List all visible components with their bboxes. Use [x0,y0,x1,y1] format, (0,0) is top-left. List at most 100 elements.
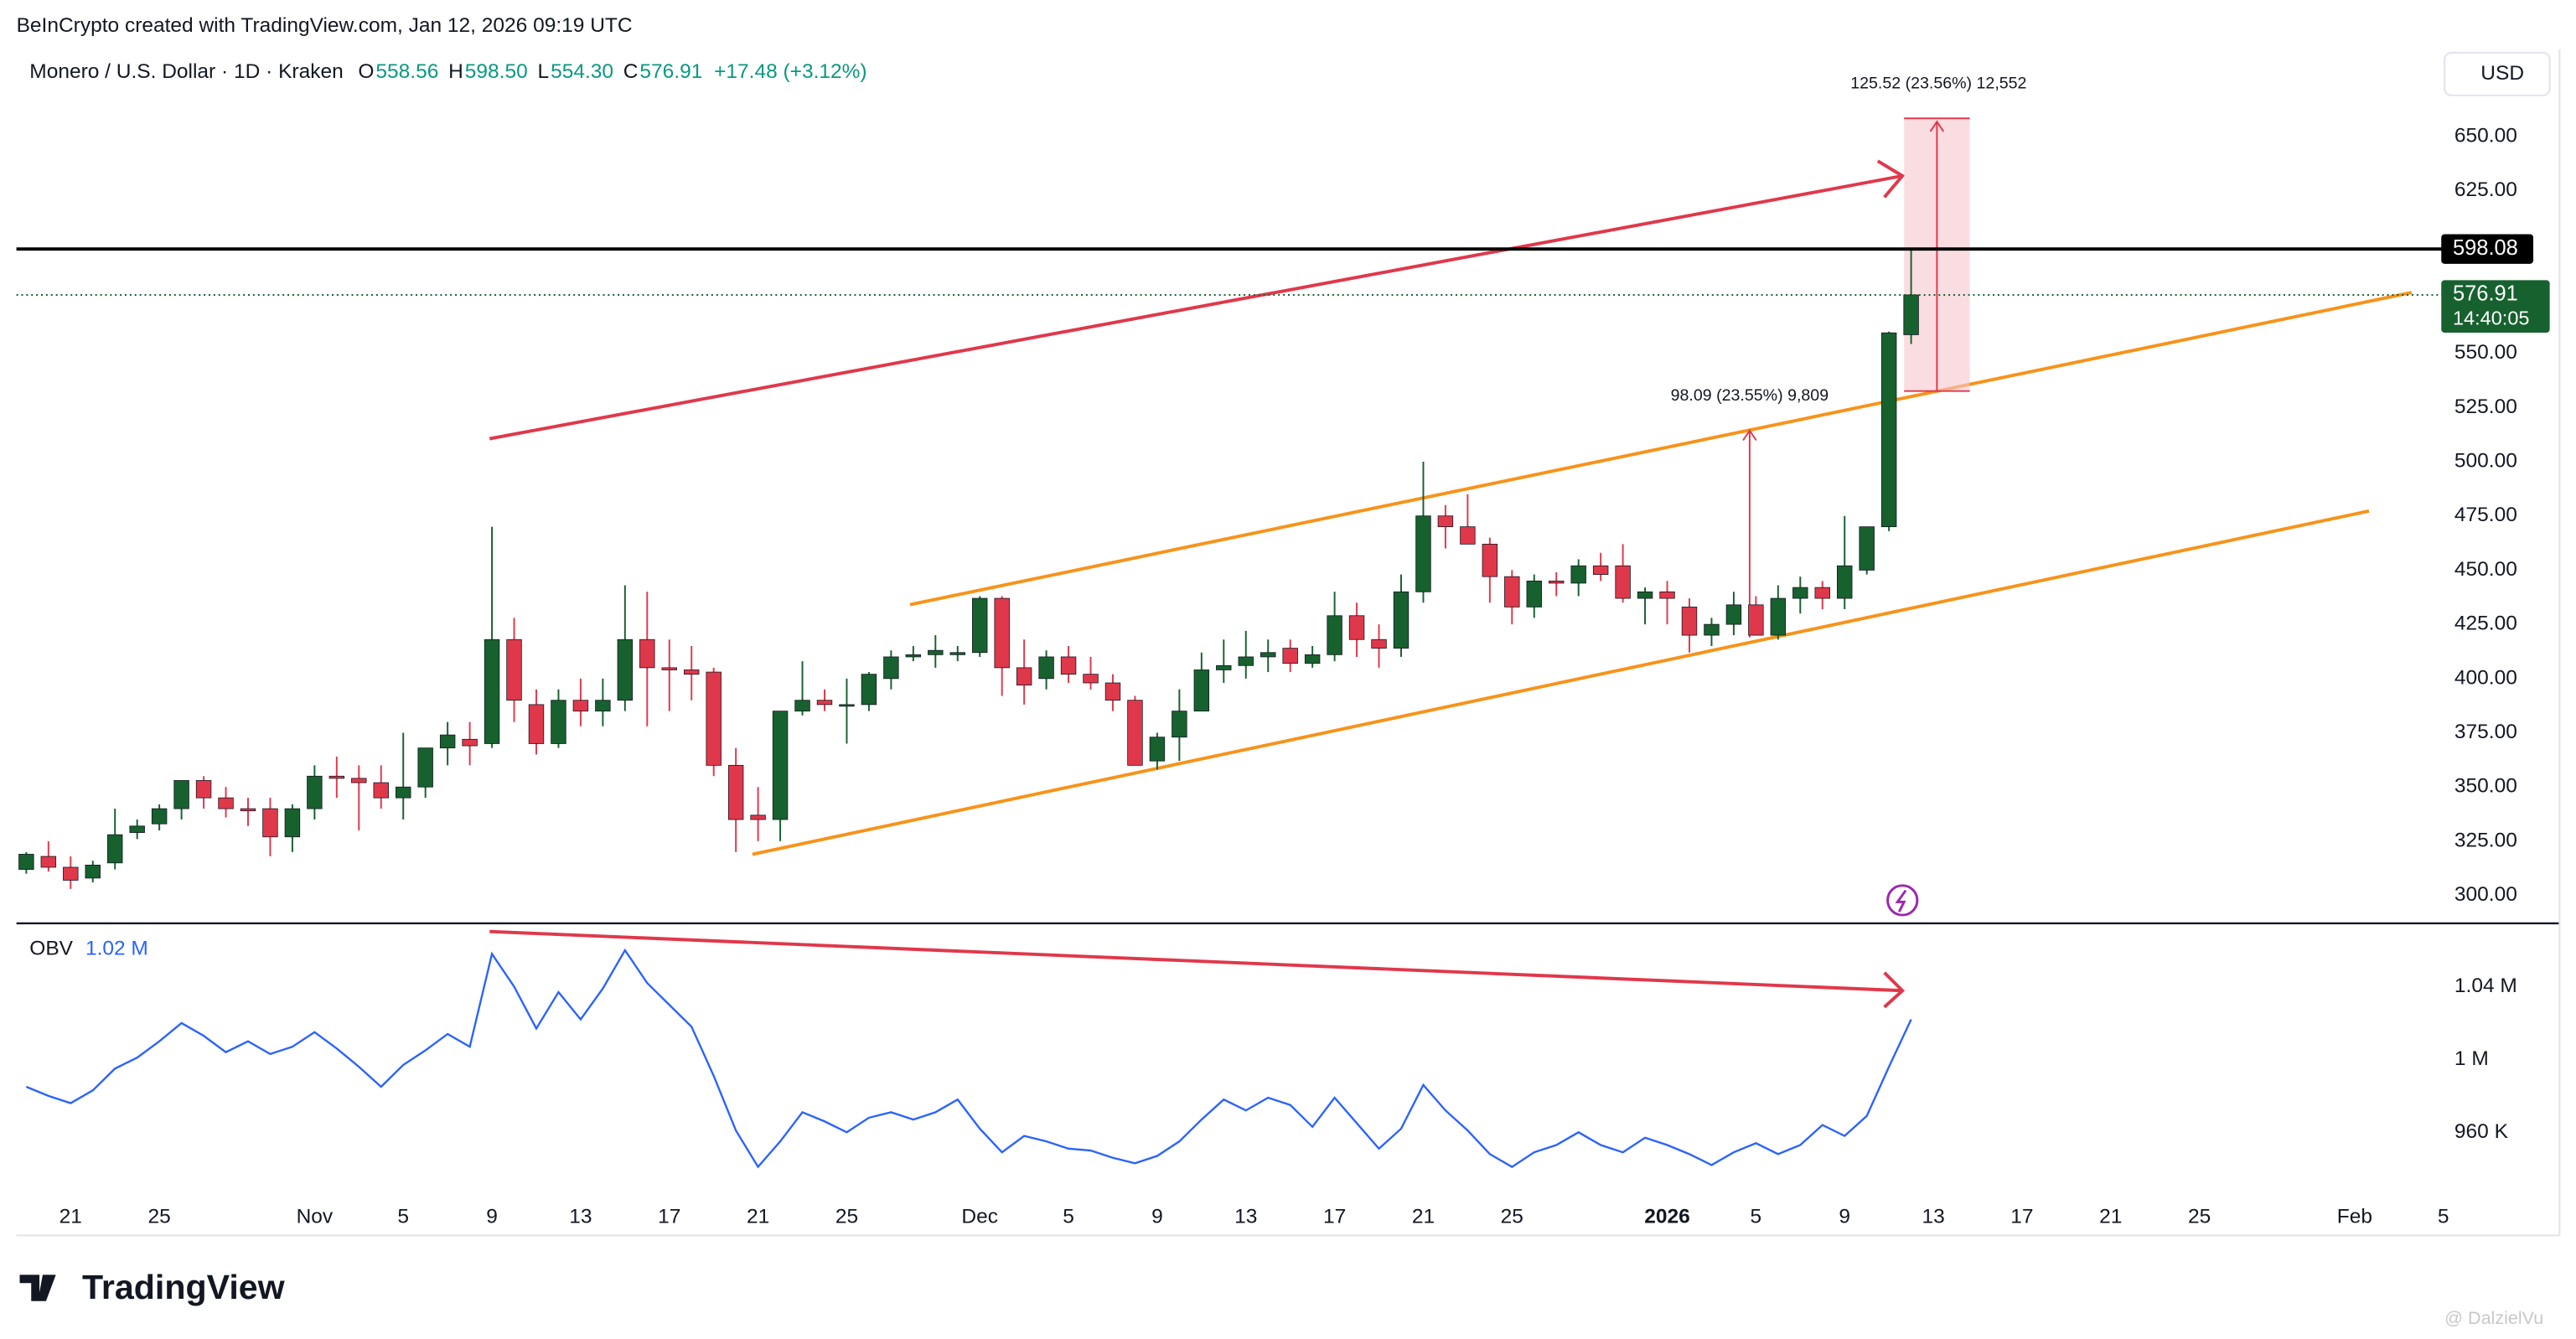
price-label: 598.08 [2453,236,2518,260]
candle-body [129,825,145,833]
candle-body [994,597,1010,669]
candle-body [1903,294,1919,335]
candle-body [1016,667,1032,685]
measure-label: 98.09 (23.55%) 9,809 [1671,386,1829,405]
footer: TradingView [82,1268,286,1306]
candle-body [462,738,478,747]
watermark: @ DalzielVu [2444,1307,2543,1328]
x-tick-label: Nov [297,1205,334,1228]
x-tick-label: 25 [2188,1205,2211,1228]
candle-body [1260,652,1276,658]
candle-body [40,856,57,868]
channel-bottom [752,509,2370,856]
x-tick-label: 21 [747,1205,769,1228]
candle-body [684,670,700,675]
candle-body [1104,682,1121,701]
logo [19,1274,56,1301]
y-tick-label: 425.00 [2454,613,2517,635]
measure-label: 125.52 (23.56%) 12,552 [1850,74,2026,92]
candle-body [706,671,722,766]
candle-body [528,704,545,744]
y-tick-label: 625.00 [2454,178,2517,201]
candle-body [972,597,988,654]
obv-value: 1.02 M [85,938,148,960]
candle-body [1371,638,1387,649]
x-tick-label: 9 [1839,1205,1850,1228]
candle-body [1460,526,1476,545]
candle-body [727,764,744,820]
y-tick-label: 1.04 M [2454,975,2517,997]
header: BeInCrypto created with TradingView.com,… [17,14,633,37]
ohlc-value: 554.30 [551,60,613,83]
candle-body [1482,543,1498,577]
candle-body [551,700,566,744]
candle-body [284,808,301,838]
x-tick-label: 5 [2438,1205,2449,1228]
x-tick-label: 5 [397,1205,409,1228]
candle-body [1149,737,1166,762]
candle-body [417,747,433,788]
event-icon[interactable] [1886,884,1919,917]
y-tick-label: 300.00 [2454,883,2517,906]
candle-body [173,780,189,809]
ohlc-value: 558.56 [375,60,438,83]
x-tick-label: 9 [486,1205,498,1228]
measure-arrow [1929,120,1945,132]
candle-body [1637,591,1653,599]
y-tick-label: 960 K [2454,1120,2509,1143]
currency-button[interactable] [2444,51,2551,96]
candle-body [85,865,101,879]
candle-body [639,638,655,669]
ohlc-key: O [358,60,374,83]
obv-name: OBV [29,938,73,960]
candle-body [1859,526,1875,571]
trendline [489,173,1903,441]
candle-body [1083,674,1099,684]
y-tick-label: 500.00 [2454,449,2517,472]
candle-body [1327,615,1342,655]
x-tick-label: 17 [2010,1205,2033,1228]
currency[interactable]: USD [2480,62,2524,85]
candle-body [63,866,79,881]
candle-body [905,654,922,658]
candle-body [750,814,766,820]
x-tick-label: 25 [835,1205,858,1228]
candle-body [1415,515,1431,592]
ohlc-value: 598.50 [465,60,528,83]
candle-body [351,778,367,783]
ohlc-key: C [623,60,639,83]
x-tick-label: 17 [658,1205,680,1228]
candle-body [595,700,611,712]
x-tick-label: 5 [1063,1205,1074,1228]
candle-body [240,808,256,812]
obv-trendline [489,929,1903,993]
candle-body [151,808,168,825]
candle-body [484,638,500,744]
candle-body [1570,565,1586,584]
candle-body [1792,587,1808,599]
price-label-box [2441,234,2534,264]
price-label: 576.91 [2453,282,2518,306]
candle-body [1770,597,1787,636]
candle-body [1060,656,1077,675]
channel-top [909,291,2413,607]
candle-body [1837,565,1853,599]
candle-body [1814,587,1830,599]
y-tick-label: 375.00 [2454,721,2517,743]
y-tick-label: 325.00 [2454,829,2517,851]
candle-body [1172,711,1187,738]
candle-body [328,775,345,779]
candle-body [794,700,810,712]
measure-arrow [1742,428,1757,442]
candle-body [661,667,677,670]
candle-body [1238,656,1254,666]
candle-body [1880,332,1897,528]
candle-body [1193,670,1210,712]
x-tick-label: 25 [1501,1205,1523,1228]
y-tick-label: 450.00 [2454,558,2517,581]
x-tick-label: 21 [2099,1205,2122,1228]
candle-body [1615,565,1631,599]
